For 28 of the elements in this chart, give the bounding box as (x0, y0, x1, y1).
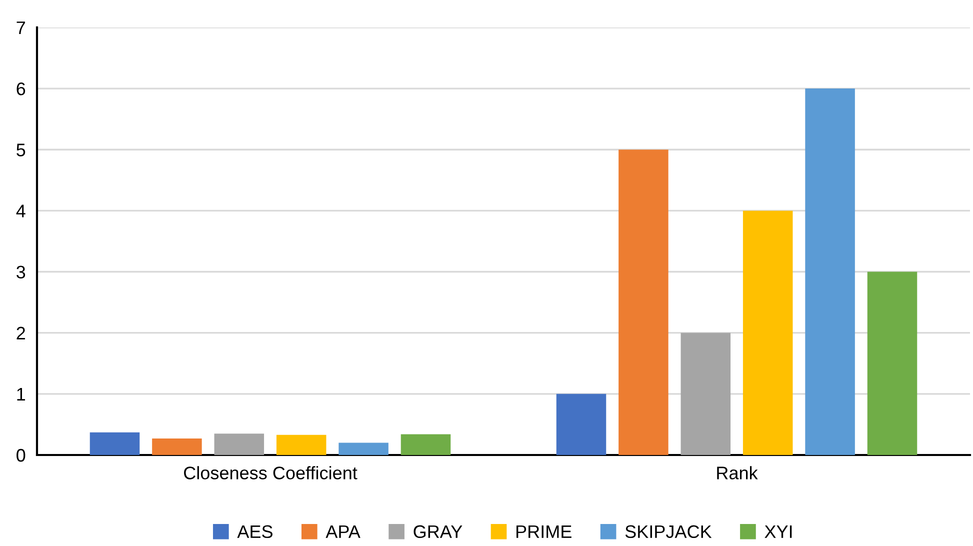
bar (214, 434, 264, 455)
y-tick-label: 4 (16, 204, 26, 218)
bar (742, 210, 793, 455)
y-tick-label: 3 (16, 266, 26, 278)
bar (556, 394, 606, 455)
bar (867, 272, 918, 455)
bar (338, 442, 388, 455)
y-tick-label: 0 (16, 448, 26, 462)
legend-label: GRAY (414, 525, 462, 538)
bar (680, 332, 731, 455)
bar (400, 434, 451, 455)
bar (805, 88, 855, 455)
bar (276, 434, 326, 455)
legend-label: AES (237, 525, 272, 538)
bar (618, 150, 668, 455)
legend-label: PRIME (516, 525, 572, 538)
y-tick-label: 2 (16, 326, 25, 340)
y-tick-label: 1 (17, 388, 26, 400)
legend-label: SKIPJACK (625, 525, 712, 538)
bar (90, 432, 140, 455)
legend-label: XYI (764, 525, 792, 538)
bar (152, 438, 202, 455)
y-tick-label: 5 (16, 144, 26, 156)
y-tick-label: 6 (16, 82, 26, 96)
legend-label: APA (326, 525, 360, 538)
x-tick-label: Closeness Coefficient (184, 466, 358, 480)
y-tick-label: 7 (16, 22, 25, 34)
x-tick-label: Rank (717, 466, 758, 480)
